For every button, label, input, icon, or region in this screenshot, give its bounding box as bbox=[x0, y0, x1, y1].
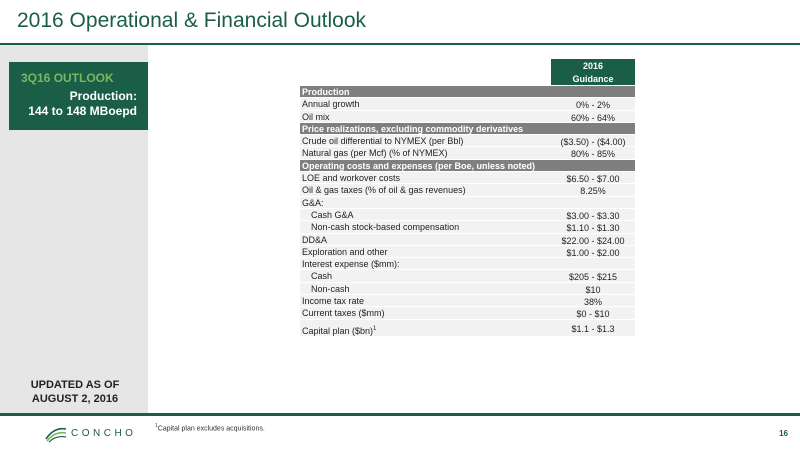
guidance-header: 2016 Guidance bbox=[551, 59, 635, 85]
concho-logo-mark-icon bbox=[45, 427, 67, 443]
table-row: Crude oil differential to NYMEX (per Bbl… bbox=[300, 135, 635, 148]
table-row: Oil mix 60% - 64% bbox=[300, 110, 635, 123]
table-row: Natural gas (per Mcf) (% of NYMEX) 80% - … bbox=[300, 147, 635, 160]
outlook-title: 3Q16 OUTLOOK bbox=[21, 71, 114, 85]
row-label: Production bbox=[302, 86, 350, 98]
row-label-text: Cash bbox=[311, 271, 333, 282]
page-title: 2016 Operational & Financial Outlook bbox=[17, 9, 367, 32]
row-label-text: Oil & gas taxes (% of oil & gas revenues… bbox=[302, 185, 466, 196]
table-row: LOE and workover costs $6.50 - $7.00 bbox=[300, 172, 635, 185]
footnote: 1Capital plan excludes acquisitions. bbox=[155, 423, 265, 432]
table-row: Current taxes ($mm) $0 - $10 bbox=[300, 307, 635, 320]
row-label-text: Annual growth bbox=[302, 99, 360, 110]
row-label-text: Operating costs and expenses (per Boe, u… bbox=[302, 160, 536, 171]
table-section-header: Price realizations, excluding commodity … bbox=[300, 122, 635, 136]
row-label-text: Current taxes ($mm) bbox=[302, 308, 385, 319]
row-label: Non-cash bbox=[311, 283, 350, 295]
row-value: $1.00 - $2.00 bbox=[566, 247, 620, 258]
row-label: Price realizations, excluding commodity … bbox=[302, 123, 523, 135]
row-label: Crude oil differential to NYMEX (per Bbl… bbox=[302, 135, 463, 147]
row-value: 0% - 2% bbox=[575, 100, 610, 111]
page-number: 16 bbox=[779, 429, 788, 438]
row-value: 80% - 85% bbox=[570, 149, 616, 160]
table-row: Interest expense ($mm): bbox=[300, 258, 635, 271]
footnote-marker: 1 bbox=[155, 423, 158, 429]
guidance-table: Production Annual growth 0% - 2% Oil mix 60%… bbox=[300, 86, 635, 337]
table-row: Non-cash stock-based compensation $1.10 -… bbox=[300, 221, 635, 234]
row-value: 8.25% bbox=[580, 186, 606, 197]
table-section-header: Production bbox=[300, 86, 635, 99]
table-row: Cash $205 - $215 bbox=[300, 270, 635, 283]
updated-line-2: AUGUST 2, 2016 bbox=[31, 393, 119, 405]
row-label-text: DD&A bbox=[302, 234, 328, 245]
row-value: $205 - $215 bbox=[568, 272, 618, 283]
row-label-text: Natural gas (per Mcf) (% of NYMEX) bbox=[302, 148, 448, 159]
row-label: Oil & gas taxes (% of oil & gas revenues… bbox=[302, 184, 466, 196]
row-footnote-marker: 1 bbox=[373, 325, 377, 332]
row-value: $10 bbox=[585, 284, 601, 295]
title-divider bbox=[0, 43, 800, 45]
table-row: Exploration and other $1.00 - $2.00 bbox=[300, 245, 635, 259]
table-row: Non-cash $10 bbox=[300, 282, 635, 296]
row-label-text: Interest expense ($mm): bbox=[302, 259, 400, 270]
row-label: Cash bbox=[311, 270, 332, 282]
row-label-text: Price realizations, excluding commodity … bbox=[302, 123, 524, 134]
row-value: ($3.50) - ($4.00) bbox=[560, 137, 626, 148]
row-label: DD&A bbox=[302, 234, 327, 246]
row-label: Oil mix bbox=[302, 111, 330, 123]
row-label: Annual growth bbox=[302, 98, 360, 110]
row-label: Cash G&A bbox=[311, 209, 354, 221]
row-label-text: Non-cash bbox=[311, 283, 350, 294]
table-section-header: Operating costs and expenses (per Boe, u… bbox=[300, 159, 635, 173]
outlook-callout: 3Q16 OUTLOOK Production: 144 to 148 MBoe… bbox=[9, 62, 148, 130]
row-label-text: Oil mix bbox=[302, 111, 330, 122]
row-label: Capital plan ($bn)1 bbox=[302, 323, 376, 337]
row-label-text: Income tax rate bbox=[302, 296, 365, 307]
row-label: Non-cash stock-based compensation bbox=[311, 221, 459, 233]
row-value: $1.10 - $1.30 bbox=[566, 223, 620, 234]
row-value: $6.50 - $7.00 bbox=[566, 174, 620, 185]
row-value: $22.00 - $24.00 bbox=[561, 235, 625, 246]
row-label: Current taxes ($mm) bbox=[302, 307, 385, 319]
row-label-text: Crude oil differential to NYMEX (per Bbl… bbox=[302, 136, 464, 147]
row-label: Operating costs and expenses (per Boe, u… bbox=[302, 160, 535, 172]
row-label-text: Non-cash stock-based compensation bbox=[311, 222, 460, 233]
row-label-text: Cash G&A bbox=[311, 209, 354, 220]
row-label-text: LOE and workover costs bbox=[302, 173, 401, 184]
row-label-text: G&A: bbox=[302, 197, 324, 208]
production-value: 144 to 148 MBoepd bbox=[28, 104, 137, 118]
guidance-label: Guidance bbox=[572, 74, 614, 84]
row-value: 60% - 64% bbox=[570, 112, 616, 123]
row-label-text: Exploration and other bbox=[302, 246, 388, 257]
footer-divider bbox=[0, 413, 800, 416]
guidance-year: 2016 bbox=[582, 61, 604, 71]
footnote-text: Capital plan excludes acquisitions. bbox=[157, 425, 265, 433]
table-row: Capital plan ($bn)1 $1.1 - $1.3 bbox=[300, 319, 635, 337]
row-value: $3.00 - $3.30 bbox=[566, 210, 620, 221]
row-label: Income tax rate bbox=[302, 295, 364, 307]
table-row: Annual growth 0% - 2% bbox=[300, 98, 635, 111]
row-label-text: Capital plan ($bn) bbox=[302, 325, 374, 336]
concho-logo: CONCHO bbox=[44, 425, 154, 443]
row-label: Interest expense ($mm): bbox=[302, 258, 400, 270]
updated-line-1: UPDATED AS OF bbox=[30, 379, 120, 391]
row-label: Natural gas (per Mcf) (% of NYMEX) bbox=[302, 147, 448, 159]
row-value: 38% bbox=[583, 297, 602, 308]
row-label: Exploration and other bbox=[302, 246, 388, 258]
row-label-text: Production bbox=[302, 87, 350, 97]
table-row: Oil & gas taxes (% of oil & gas revenues… bbox=[300, 184, 635, 197]
row-value: $1.1 - $1.3 bbox=[571, 323, 615, 334]
row-label: LOE and workover costs bbox=[302, 172, 400, 184]
table-row: Income tax rate 38% bbox=[300, 295, 635, 308]
table-row: Cash G&A $3.00 - $3.30 bbox=[300, 208, 635, 222]
row-value: $0 - $10 bbox=[576, 309, 610, 320]
logo-text: CONCHO bbox=[71, 428, 137, 439]
table-row: G&A: bbox=[300, 196, 635, 209]
updated-note: UPDATED AS OF AUGUST 2, 2016 bbox=[0, 378, 150, 406]
table-row: DD&A $22.00 - $24.00 bbox=[300, 233, 635, 246]
row-label: G&A: bbox=[302, 197, 324, 209]
production-label: Production: bbox=[69, 89, 137, 103]
